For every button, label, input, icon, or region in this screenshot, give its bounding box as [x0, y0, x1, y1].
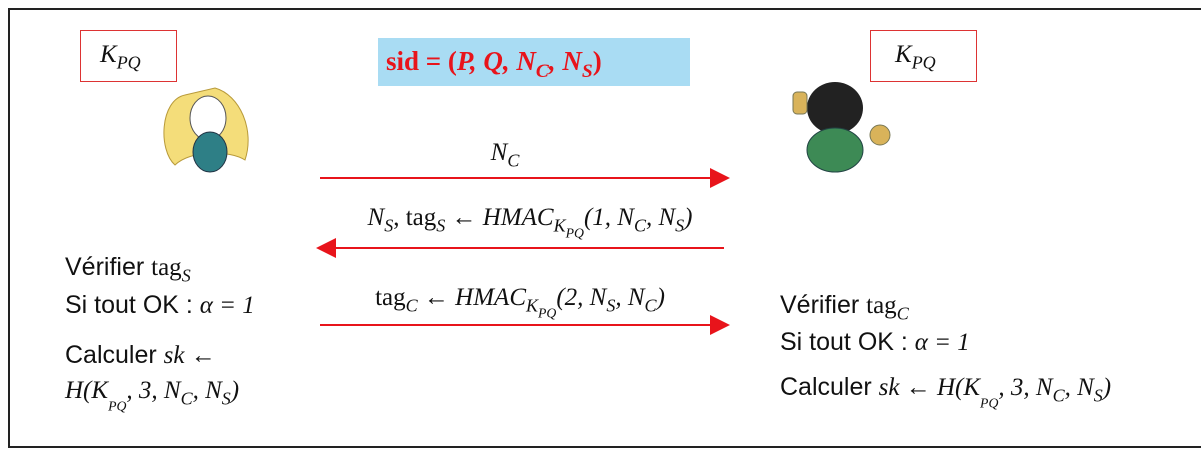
label-part: sk ← H(K — [879, 374, 980, 401]
label-part: , N — [549, 46, 582, 76]
label-part: K — [895, 41, 912, 68]
label-part: Si tout OK : — [780, 328, 915, 356]
label-part: ) — [657, 284, 665, 311]
label-part: K — [554, 215, 566, 235]
label-part: PQ — [538, 305, 556, 320]
label-part: ) — [593, 46, 602, 76]
label-part: K — [526, 295, 538, 315]
label-part: ) — [684, 204, 692, 231]
label-part: , N — [646, 204, 675, 231]
message: tagC ← HMACKPQ(2, NS, NC) — [375, 285, 665, 320]
label-part: tag — [375, 284, 406, 311]
label-part: , N — [193, 377, 222, 404]
label-part: S — [436, 215, 445, 235]
label-part: Vérifier — [780, 291, 866, 319]
label-part: K — [100, 41, 117, 68]
step: Calculer sk ← H(KPQ, 3, NC, NS) — [780, 375, 1111, 410]
label-part: C — [1053, 385, 1065, 405]
label-part: C — [406, 295, 418, 315]
label-part: S — [182, 265, 191, 285]
message: NS, tagS ← HMACKPQ(1, NC, NS) — [368, 205, 693, 240]
step: Vérifier tagC — [780, 293, 909, 322]
label-part: S — [675, 215, 684, 235]
sid-label: sid = (P, Q, NC, NS) — [386, 48, 602, 81]
label-part: C — [897, 303, 909, 323]
label-part: ) — [231, 377, 239, 404]
label-part: PQ — [912, 52, 936, 72]
label-part: S — [582, 61, 593, 82]
label-part: PQ — [117, 52, 141, 72]
label-part: ← HMAC — [418, 284, 526, 311]
label-part: , N — [615, 284, 644, 311]
label-part: C — [181, 388, 193, 408]
label-part: Vérifier — [65, 253, 151, 281]
label-part: C — [634, 215, 646, 235]
label-part: sid = ( — [386, 46, 457, 76]
label-part: (1, N — [584, 204, 634, 231]
label-part: P, Q, N — [457, 46, 536, 76]
label-part: PQ — [566, 225, 584, 240]
label-part: PQ — [980, 395, 998, 410]
label-part: tag — [866, 292, 897, 319]
label-part: tag — [151, 254, 182, 281]
step: Si tout OK : α = 1 — [780, 330, 970, 355]
label-part: S — [384, 215, 393, 235]
label-part: N — [491, 139, 508, 166]
label-part: Calculer — [780, 373, 879, 401]
step: Vérifier tagS — [65, 255, 191, 284]
label-part: α = 1 — [915, 329, 970, 356]
step: Calculer sk ← — [65, 343, 216, 368]
label-part: , tag — [393, 204, 436, 231]
label-part: , 3, N — [998, 374, 1052, 401]
label-part: Calculer — [65, 341, 164, 369]
key-label: KPQ — [100, 42, 141, 71]
label-part: N — [368, 204, 385, 231]
label-part: H(K — [65, 377, 108, 404]
alice-avatar — [164, 88, 248, 172]
bob-avatar — [793, 82, 890, 172]
label-part: , 3, N — [126, 377, 180, 404]
label-part: C — [536, 61, 549, 82]
key-label: KPQ — [895, 42, 936, 71]
message: NC — [491, 140, 520, 169]
label-part: , N — [1065, 374, 1094, 401]
label-part: S — [1094, 385, 1103, 405]
label-part: C — [645, 295, 657, 315]
label-part: PQ — [108, 398, 126, 413]
label-part: C — [507, 150, 519, 170]
step: Si tout OK : α = 1 — [65, 293, 255, 318]
label-part: ) — [1103, 374, 1111, 401]
label-part: ← HMAC — [445, 204, 553, 231]
label-part: Si tout OK : — [65, 291, 200, 319]
label-part: S — [606, 295, 615, 315]
label-part: α = 1 — [200, 292, 255, 319]
page: KPQ KPQ sid = (P, Q, NC, NS) NC NS, tagS… — [0, 0, 1201, 455]
label-part: S — [222, 388, 231, 408]
label-part: (2, N — [556, 284, 606, 311]
label-part: sk ← — [164, 342, 216, 369]
step: H(KPQ, 3, NC, NS) — [65, 378, 239, 413]
